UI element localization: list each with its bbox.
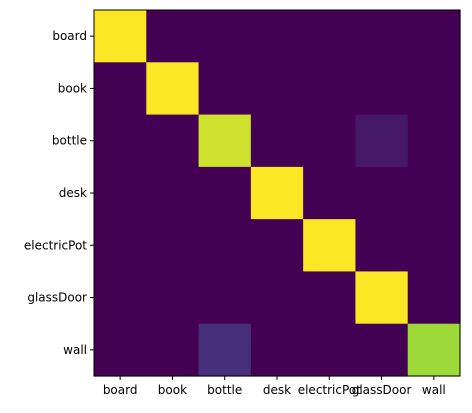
- y-tick-label-board: board: [52, 29, 87, 43]
- heatmap-cell-book-electricPot: [303, 62, 356, 115]
- x-tick-label-board: board: [103, 383, 138, 397]
- heatmap-cell-electricPot-bottle: [199, 219, 252, 272]
- heatmap-cell-board-wall: [408, 10, 461, 63]
- heatmap-cell-electricPot-desk: [251, 219, 304, 272]
- heatmap-cell-electricPot-glassDoor: [355, 219, 408, 272]
- heatmap-cell-book-book: [146, 62, 199, 115]
- y-tick-label-wall: wall: [63, 343, 87, 357]
- y-tick-label-book: book: [58, 81, 87, 95]
- heatmap-cell-desk-glassDoor: [355, 167, 408, 220]
- heatmap-cell-glassDoor-electricPot: [303, 271, 356, 324]
- heatmap-cell-wall-electricPot: [303, 324, 356, 377]
- heatmap-cell-glassDoor-wall: [408, 271, 461, 324]
- heatmap-cell-glassDoor-desk: [251, 271, 304, 324]
- heatmap-cell-electricPot-wall: [408, 219, 461, 272]
- heatmap-cell-board-desk: [251, 10, 304, 63]
- heatmap-cell-book-bottle: [199, 62, 252, 115]
- heatmap-cell-electricPot-book: [146, 219, 199, 272]
- heatmap-cell-desk-wall: [408, 167, 461, 220]
- heatmap-cell-glassDoor-bottle: [199, 271, 252, 324]
- heatmap-cell-wall-wall: [408, 324, 461, 377]
- x-tick-label-wall: wall: [422, 383, 446, 397]
- heatmap-cell-wall-bottle: [199, 324, 252, 377]
- x-axis: boardbookbottledeskelectricPotglassDoorw…: [103, 376, 446, 397]
- heatmap-cell-wall-board: [94, 324, 147, 377]
- heatmap-cell-bottle-desk: [251, 115, 304, 168]
- x-tick-label-book: book: [158, 383, 187, 397]
- heatmap-cell-board-electricPot: [303, 10, 356, 63]
- heatmap-cell-board-bottle: [199, 10, 252, 63]
- y-tick-label-electricPot: electricPot: [24, 238, 87, 252]
- heatmap-cell-desk-book: [146, 167, 199, 220]
- heatmap-cell-board-board: [94, 10, 147, 63]
- heatmap-cell-bottle-electricPot: [303, 115, 356, 168]
- heatmap-cell-bottle-glassDoor: [355, 115, 408, 168]
- heatmap-cell-book-wall: [408, 62, 461, 115]
- heatmap-cell-wall-glassDoor: [355, 324, 408, 377]
- heatmap-cell-glassDoor-glassDoor: [355, 271, 408, 324]
- y-tick-label-bottle: bottle: [52, 134, 87, 148]
- heatmap-cell-wall-book: [146, 324, 199, 377]
- y-tick-label-desk: desk: [59, 186, 87, 200]
- x-tick-label-bottle: bottle: [207, 383, 242, 397]
- heatmap-cell-bottle-wall: [408, 115, 461, 168]
- heatmap-cell-bottle-bottle: [199, 115, 252, 168]
- heatmap-cell-bottle-board: [94, 115, 147, 168]
- heatmap-cell-wall-desk: [251, 324, 304, 377]
- heatmap-cells: [94, 10, 461, 377]
- heatmap-cell-desk-board: [94, 167, 147, 220]
- heatmap-cell-book-desk: [251, 62, 304, 115]
- heatmap-cell-glassDoor-book: [146, 271, 199, 324]
- heatmap-cell-electricPot-board: [94, 219, 147, 272]
- heatmap-cell-board-glassDoor: [355, 10, 408, 63]
- heatmap-cell-electricPot-electricPot: [303, 219, 356, 272]
- y-tick-label-glassDoor: glassDoor: [27, 291, 87, 305]
- heatmap-cell-board-book: [146, 10, 199, 63]
- heatmap-cell-desk-electricPot: [303, 167, 356, 220]
- heatmap-cell-book-glassDoor: [355, 62, 408, 115]
- heatmap-cell-bottle-book: [146, 115, 199, 168]
- x-tick-label-glassDoor: glassDoor: [352, 383, 412, 397]
- heatmap-cell-desk-bottle: [199, 167, 252, 220]
- heatmap-cell-desk-desk: [251, 167, 304, 220]
- heatmap-cell-book-board: [94, 62, 147, 115]
- x-tick-label-desk: desk: [263, 383, 291, 397]
- heatmap-cell-glassDoor-board: [94, 271, 147, 324]
- y-axis: board book bottle desk electricPot glassDoor w…: [24, 29, 94, 357]
